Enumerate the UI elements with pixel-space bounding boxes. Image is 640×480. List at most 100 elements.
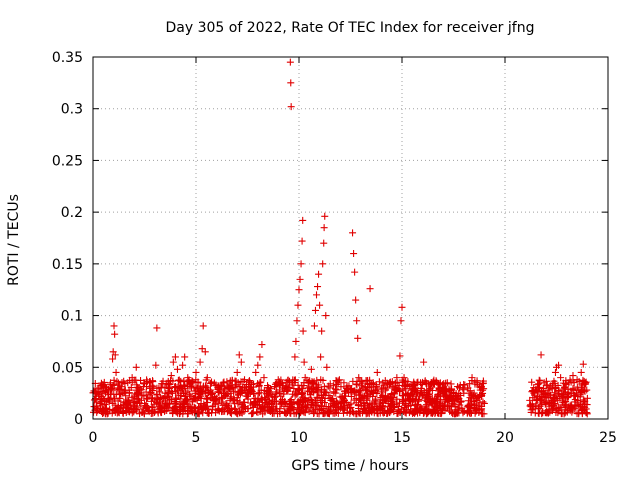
band-point [472, 407, 480, 415]
band-point [574, 397, 582, 405]
data-point [137, 396, 145, 404]
data-point [354, 334, 362, 342]
data-point [382, 392, 390, 400]
band-point [363, 409, 371, 417]
band-point [460, 381, 468, 389]
data-point [96, 399, 104, 407]
data-point [291, 353, 299, 361]
data-point [240, 384, 248, 392]
band-point [181, 383, 189, 391]
band-point [374, 404, 382, 412]
band-point [334, 409, 342, 417]
data-point [369, 379, 377, 387]
data-point [386, 379, 394, 387]
band-point [280, 402, 288, 410]
band-point [109, 407, 117, 415]
data-point [300, 358, 308, 366]
band-point [267, 399, 275, 407]
band-point [336, 404, 344, 412]
data-point [296, 275, 304, 283]
band-point [248, 387, 256, 395]
band-point [218, 393, 226, 401]
data-point [264, 384, 272, 392]
band-point [249, 409, 257, 417]
band-point [234, 391, 242, 399]
band-point [223, 390, 231, 398]
data-point [565, 379, 573, 387]
band-point [476, 398, 484, 406]
band-point [262, 395, 270, 403]
band-point [373, 409, 381, 417]
band-point [568, 406, 576, 414]
band-point [456, 401, 464, 409]
band-point [366, 391, 374, 399]
band-point [247, 399, 255, 407]
band-point [319, 410, 327, 418]
data-point [98, 389, 106, 397]
band-point [404, 402, 412, 410]
band-point [132, 376, 140, 384]
data-point [227, 389, 235, 397]
band-point [337, 383, 345, 391]
band-point [133, 405, 141, 413]
band-point [104, 409, 112, 417]
data-point [297, 260, 305, 268]
band-point [226, 377, 234, 385]
band-point [313, 394, 321, 402]
data-point [190, 384, 198, 392]
band-point [335, 376, 343, 384]
band-point [332, 397, 340, 405]
band-point [459, 407, 467, 415]
band-point [325, 392, 333, 400]
data-points [90, 58, 591, 411]
data-point [408, 384, 416, 392]
band-point [333, 380, 341, 388]
data-point [534, 384, 542, 392]
data-point [201, 348, 209, 356]
y-tick-label: 0.05 [52, 360, 83, 376]
data-point [203, 374, 211, 382]
band-point [238, 409, 246, 417]
band-point [255, 382, 263, 390]
data-point [279, 384, 287, 392]
data-point [192, 368, 200, 376]
band-point [474, 393, 482, 401]
data-point [320, 224, 328, 232]
band-point [540, 397, 548, 405]
band-point [175, 376, 183, 384]
band-point [552, 395, 560, 403]
data-point [476, 386, 484, 394]
band-point [244, 405, 252, 413]
data-point [272, 379, 280, 387]
band-point [555, 386, 563, 394]
band-point [300, 394, 308, 402]
data-point [287, 79, 295, 87]
band-point [479, 380, 487, 388]
data-point [313, 291, 321, 299]
data-point [351, 268, 359, 276]
band-point [571, 392, 579, 400]
data-point [307, 365, 315, 373]
band-point [286, 377, 294, 385]
band-point [287, 407, 295, 415]
band-point [421, 378, 429, 386]
band-point [411, 395, 419, 403]
band-point [255, 389, 263, 397]
band-point [195, 390, 203, 398]
band-point [331, 401, 339, 409]
data-point [577, 368, 585, 376]
band-point [297, 390, 305, 398]
band-point [199, 388, 207, 396]
data-point [443, 379, 451, 387]
band-point [163, 407, 171, 415]
band-point [151, 408, 159, 416]
band-point [478, 405, 486, 413]
band-point [443, 391, 451, 399]
band-point [293, 399, 301, 407]
band-point [434, 379, 442, 387]
band-point [543, 407, 551, 415]
data-point [179, 361, 187, 369]
band-point [237, 387, 245, 395]
band-point [579, 403, 587, 411]
